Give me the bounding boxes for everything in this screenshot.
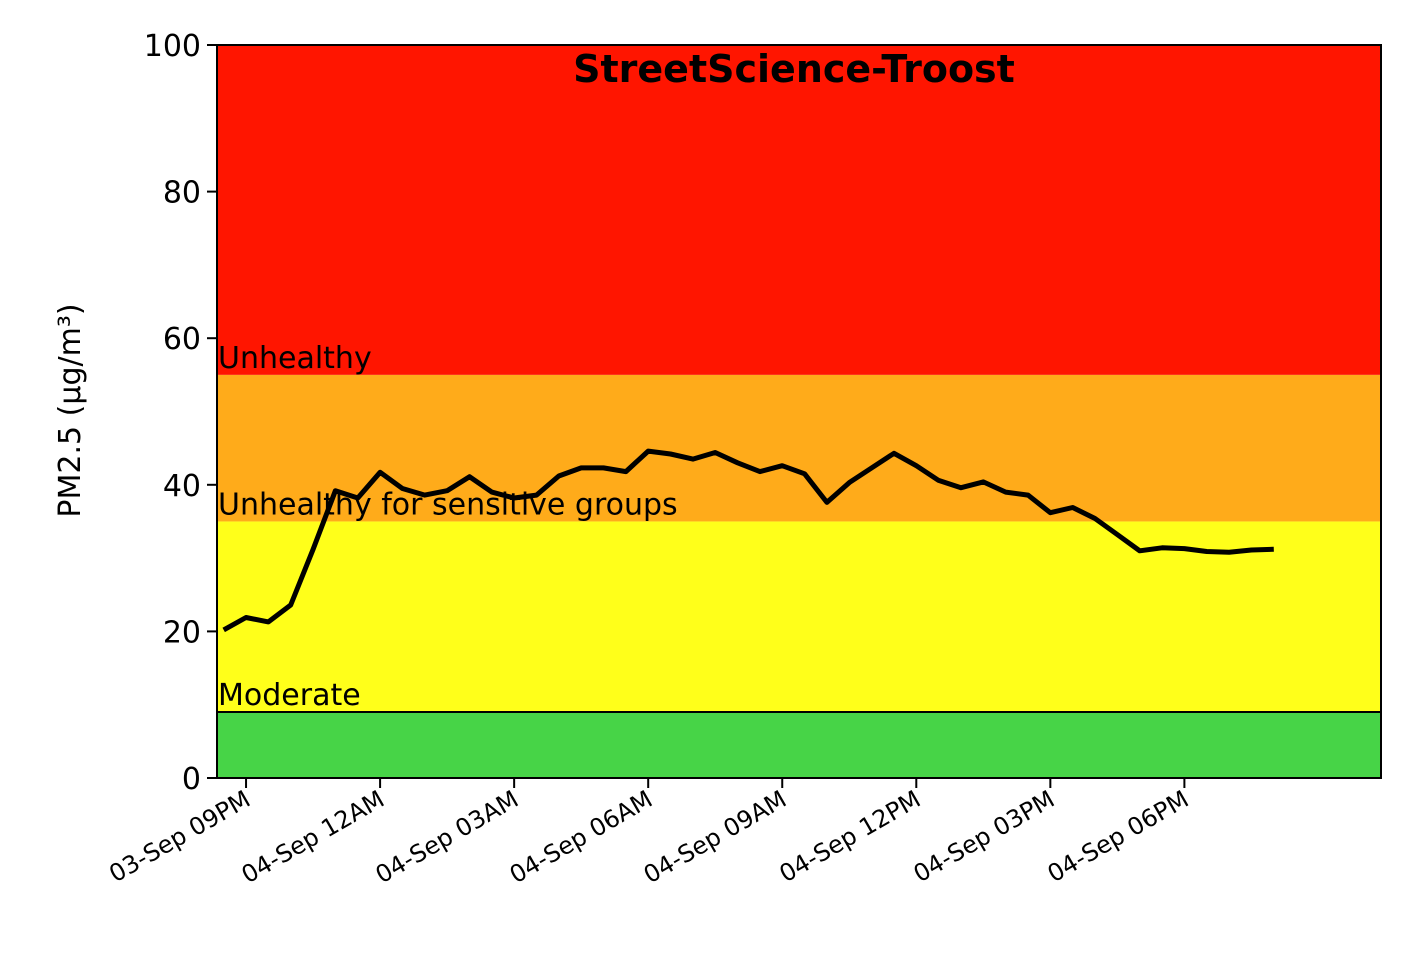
x-tick-label-6: 04-Sep 03PM (909, 785, 1060, 888)
aqi-band-labels: Moderate Unhealthy for sensitive groups Un… (218, 341, 678, 713)
y-tick-label-4: 80 (163, 176, 201, 211)
y-tick-label-5: 100 (144, 29, 201, 64)
pm25-series (222, 448, 1274, 633)
band-1 (217, 374, 1381, 522)
aqi-bands (217, 45, 1381, 778)
y-tick-label-3: 60 (163, 322, 201, 357)
plot-frame (216, 44, 1382, 779)
y-tick-label-1: 20 (163, 615, 201, 650)
band-2 (217, 45, 1381, 375)
y-tick-label-2: 40 (163, 469, 201, 504)
series-line-0 (222, 448, 1274, 633)
y-tick-label-0: 0 (182, 762, 201, 797)
band-label-2: Unhealthy (218, 341, 372, 376)
x-tick-label-0: 03-Sep 09PM (104, 785, 255, 888)
band-0 (217, 521, 1381, 713)
chart-title: StreetScience-Troost (573, 47, 1015, 91)
band-label-0: Moderate (218, 678, 361, 713)
y-axis: 0 20 40 60 80 100 (144, 29, 217, 797)
x-tick-label-1: 04-Sep 12AM (237, 785, 389, 889)
x-tick-label-7: 04-Sep 06PM (1043, 785, 1194, 888)
band-3 (217, 712, 1381, 778)
x-tick-label-2: 04-Sep 03AM (371, 785, 523, 889)
x-tick-label-3: 04-Sep 06AM (505, 785, 657, 889)
band-label-1: Unhealthy for sensitive groups (218, 487, 678, 522)
x-tick-label-4: 04-Sep 09AM (639, 785, 791, 889)
x-tick-label-5: 04-Sep 12PM (775, 785, 926, 888)
y-axis-label: PM2.5 (µg/m³) (53, 303, 88, 517)
